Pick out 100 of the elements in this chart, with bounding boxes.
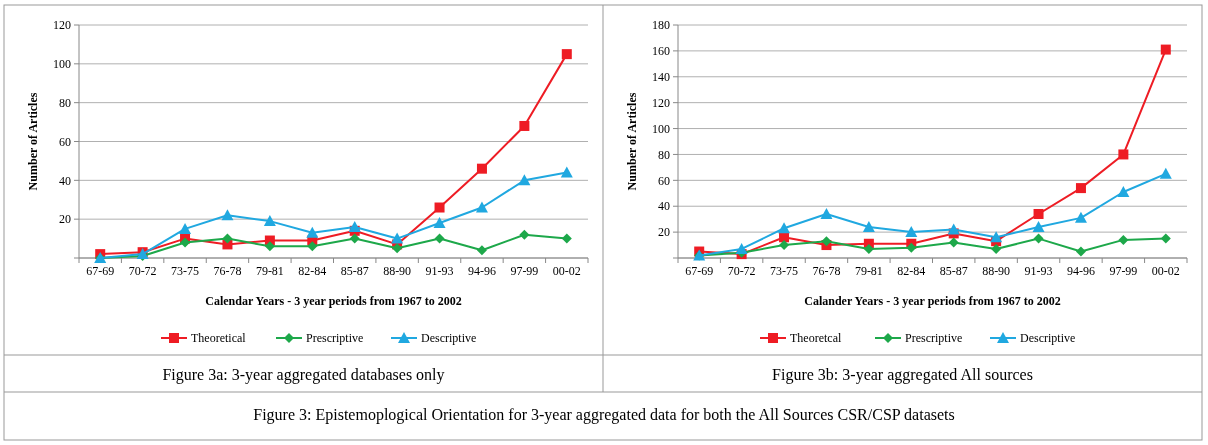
point — [476, 245, 487, 256]
y-tick-label: 120 — [652, 95, 670, 110]
legend-label: Theoretical — [191, 331, 247, 346]
point — [519, 229, 530, 240]
point — [560, 166, 573, 178]
y-tick-label: 140 — [652, 69, 670, 84]
legend-label: Descriptive — [1020, 331, 1076, 346]
point — [561, 49, 572, 60]
point — [821, 236, 832, 247]
x-tick-label: 79-81 — [255, 264, 284, 278]
legend-label: Prescriptive — [905, 331, 963, 346]
x-tick-label: 82-84 — [897, 264, 926, 278]
y-axis-title: Number of Articles — [26, 92, 40, 191]
legend-label: Prescriptive — [306, 331, 364, 346]
legend-label: Descriptive — [421, 331, 477, 346]
point — [862, 220, 875, 232]
point — [433, 217, 446, 229]
y-tick-label: 60 — [59, 134, 71, 149]
point — [990, 231, 1003, 243]
point — [778, 222, 791, 234]
point — [1160, 233, 1171, 244]
point — [349, 233, 360, 244]
point — [735, 242, 748, 254]
point — [434, 233, 445, 244]
point — [1032, 220, 1045, 232]
point — [1075, 246, 1086, 257]
x-tick-label: 97-99 — [510, 264, 539, 278]
point — [947, 223, 960, 235]
x-tick-label: 67-69 — [685, 264, 714, 278]
point — [476, 163, 487, 174]
x-tick-label: 73-75 — [171, 264, 200, 278]
point — [905, 226, 918, 238]
point — [306, 226, 319, 238]
point — [1118, 149, 1129, 160]
y-tick-label: 60 — [658, 173, 670, 188]
y-tick-label: 80 — [658, 147, 670, 162]
x-tick-label: 00-02 — [1151, 264, 1180, 278]
point — [1118, 234, 1129, 245]
point — [263, 215, 276, 227]
x-axis-title: Calander Years - 3 year periods from 1967 to 2002 — [804, 294, 1061, 308]
y-tick-label: 100 — [53, 57, 71, 72]
point — [820, 207, 833, 219]
point — [348, 220, 361, 232]
point — [222, 233, 233, 244]
x-tick-label: 73-75 — [770, 264, 799, 278]
x-tick-label: 85-87 — [340, 264, 369, 278]
x-tick-label: 76-78 — [213, 264, 242, 278]
y-tick-label: 20 — [59, 212, 71, 227]
x-tick-label: 88-90 — [383, 264, 412, 278]
point — [475, 201, 488, 213]
y-tick-label: 80 — [59, 95, 71, 110]
caption: Figure 3: Epistemoplogical Orientation for 3-year aggregated data for both the All Sources CSR/CSP datasets — [253, 405, 955, 424]
point — [434, 202, 445, 213]
point — [518, 174, 531, 186]
x-axis-title: Calendar Years - 3 year periods from 1967 to 2002 — [205, 294, 462, 308]
y-tick-label: 120 — [53, 18, 71, 33]
x-tick-label: 00-02 — [552, 264, 581, 278]
caption: Figure 3a: 3-year aggregated databases only — [162, 365, 445, 384]
x-tick-label: 94-96 — [467, 264, 496, 278]
x-tick-label: 76-78 — [812, 264, 841, 278]
y-tick-label: 180 — [652, 18, 670, 33]
point — [779, 240, 790, 251]
point — [1117, 185, 1130, 197]
point — [221, 209, 234, 221]
legend-label: Theoretcal — [790, 331, 842, 346]
y-tick-label: 160 — [652, 44, 670, 59]
point — [180, 237, 191, 248]
point — [906, 242, 917, 253]
y-tick-label: 40 — [59, 173, 71, 188]
x-tick-label: 97-99 — [1109, 264, 1138, 278]
point — [179, 222, 192, 234]
x-tick-label: 67-69 — [86, 264, 115, 278]
point — [519, 120, 530, 131]
point — [1033, 233, 1044, 244]
x-tick-label: 70-72 — [727, 264, 756, 278]
x-tick-label: 85-87 — [939, 264, 968, 278]
point — [1074, 211, 1087, 223]
x-tick-label: 91-93 — [425, 264, 454, 278]
x-tick-label: 79-81 — [854, 264, 883, 278]
point — [1075, 183, 1086, 194]
y-tick-label: 40 — [658, 199, 670, 214]
y-tick-label: 100 — [652, 121, 670, 136]
caption: Figure 3b: 3-year aggregated All sources — [772, 365, 1033, 384]
point — [264, 241, 275, 252]
y-axis-title: Number of Articles — [625, 92, 639, 191]
x-tick-label: 70-72 — [128, 264, 157, 278]
point — [863, 243, 874, 254]
x-tick-label: 88-90 — [982, 264, 1011, 278]
point — [392, 243, 403, 254]
point — [1033, 208, 1044, 219]
point — [307, 241, 318, 252]
y-tick-label: 20 — [658, 225, 670, 240]
point — [391, 232, 404, 244]
x-tick-label: 82-84 — [298, 264, 327, 278]
x-tick-label: 94-96 — [1066, 264, 1095, 278]
point — [561, 233, 572, 244]
point — [948, 237, 959, 248]
point — [1159, 167, 1172, 179]
x-tick-label: 91-93 — [1024, 264, 1053, 278]
point — [991, 243, 1002, 254]
